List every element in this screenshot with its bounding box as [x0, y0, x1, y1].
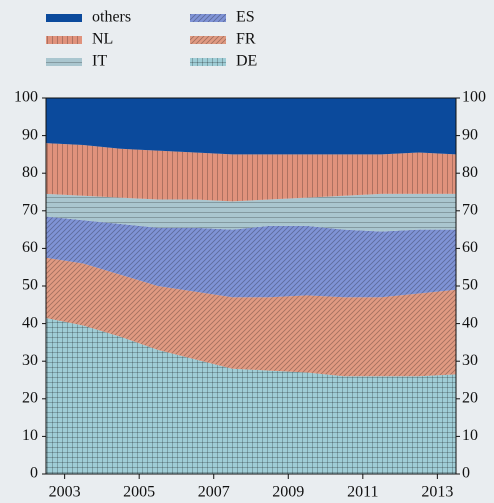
y-tick-label: 90 — [22, 126, 38, 143]
y-tick-label: 10 — [462, 427, 478, 444]
y-tick-label: 30 — [22, 352, 38, 369]
x-tick-label: 2009 — [272, 484, 304, 501]
x-tick-label: 2011 — [347, 484, 378, 501]
y-tick-label: 30 — [462, 352, 478, 369]
area — [46, 98, 456, 155]
y-tick-label: 60 — [22, 239, 38, 256]
y-tick-label: 100 — [14, 89, 38, 106]
y-tick-label: 50 — [462, 277, 478, 294]
area — [46, 317, 456, 474]
y-tick-label: 70 — [462, 201, 478, 218]
legend-label: NL — [92, 31, 113, 48]
y-tick-label: 80 — [462, 164, 478, 181]
y-tick-label: 70 — [22, 201, 38, 218]
y-tick-label: 50 — [22, 277, 38, 294]
legend-swatch — [190, 14, 226, 22]
x-tick-label: 2007 — [198, 484, 230, 501]
legend-swatch — [46, 36, 82, 44]
legend-swatch — [46, 14, 82, 22]
legend-label: FR — [236, 31, 256, 48]
y-tick-label: 60 — [462, 239, 478, 256]
y-tick-label: 0 — [30, 465, 38, 482]
area — [46, 143, 456, 202]
legend-label: ES — [236, 9, 255, 26]
legend-swatch — [190, 36, 226, 44]
area — [46, 257, 456, 377]
area — [46, 193, 456, 232]
y-tick-label: 20 — [22, 389, 38, 406]
y-tick-label: 80 — [22, 164, 38, 181]
x-tick-label: 2013 — [421, 484, 453, 501]
legend-swatch — [46, 58, 82, 66]
y-tick-label: 20 — [462, 389, 478, 406]
y-tick-label: 40 — [22, 314, 38, 331]
y-tick-label: 90 — [462, 126, 478, 143]
legend-label: DE — [236, 53, 257, 70]
y-tick-label: 40 — [462, 314, 478, 331]
y-tick-label: 100 — [462, 89, 486, 106]
x-tick-label: 2005 — [123, 484, 155, 501]
legend-label: IT — [92, 53, 107, 70]
legend-swatch — [190, 58, 226, 66]
legend-label: others — [92, 9, 131, 26]
x-tick-label: 2003 — [49, 484, 81, 501]
y-tick-label: 10 — [22, 427, 38, 444]
area — [46, 216, 456, 298]
y-tick-label: 0 — [462, 465, 470, 482]
